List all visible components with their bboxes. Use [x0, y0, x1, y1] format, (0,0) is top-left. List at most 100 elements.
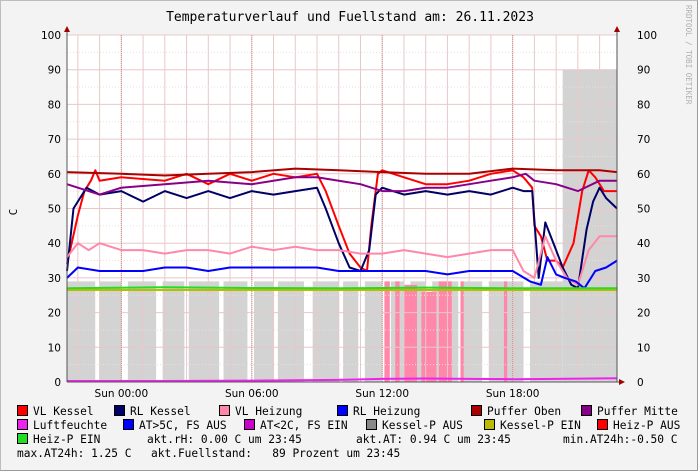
y-tick-label-right: 30 — [637, 273, 650, 285]
legend-label: Kessel-P AUS — [382, 419, 463, 432]
series-line — [66, 167, 618, 177]
y-axis-label: C — [7, 209, 20, 216]
axes — [64, 26, 625, 385]
x-axis-arrow — [619, 379, 625, 385]
fill-bar — [384, 281, 390, 382]
legend-label: RL Kessel — [130, 405, 191, 418]
x-tick-label: Sun 06:00 — [225, 388, 279, 400]
fill-bar — [127, 281, 157, 382]
legend-swatch — [123, 419, 134, 430]
fill-bar — [277, 281, 304, 382]
legend-label: AT>5C, FS AUS — [139, 419, 227, 432]
legend-swatch — [471, 405, 482, 416]
legend-label: Heiz-P AUS — [613, 419, 681, 432]
series-line — [66, 286, 617, 290]
legend-item: Puffer Mitte — [581, 405, 678, 419]
series-line — [67, 377, 618, 382]
legend-item: Luftfeuchte — [17, 419, 107, 433]
legend-swatch — [219, 405, 230, 416]
info-akt-rh: akt.rH: 0.00 C um 23:45 — [147, 433, 302, 446]
tick-labels: 0 10 20 30 40 50 60 70 80 90 100 0 10 20 30 40 50 60 70 80 9… — [41, 30, 657, 400]
legend-label: RL Heizung — [353, 405, 421, 418]
y-tick-label: 40 — [48, 238, 61, 250]
legend-swatch — [114, 405, 125, 416]
legend-item: RL Heizung — [337, 405, 420, 419]
legend-swatch — [17, 419, 28, 430]
fill-bar — [460, 281, 464, 382]
y-tick-label: 10 — [48, 342, 61, 354]
fill-bar — [462, 281, 483, 382]
fill-bar — [364, 281, 383, 382]
series-lines — [66, 167, 618, 382]
legend-swatch — [337, 405, 348, 416]
x-tick-label: Sun 12:00 — [355, 388, 409, 400]
y-tick-label: 0 — [54, 377, 61, 389]
y-tick-label-right: 60 — [637, 169, 650, 181]
y-tick-label: 80 — [48, 99, 61, 111]
legend-item: Puffer Oben — [471, 405, 561, 419]
legend-label: VL Heizung — [235, 405, 303, 418]
legend-label: Puffer Mitte — [597, 405, 678, 418]
legend-row-1: VL Kessel RL Kessel VL Heizung RL Heizun… — [0, 405, 698, 419]
y-tick-label: 50 — [48, 204, 61, 216]
legend-item: VL Kessel — [17, 405, 94, 419]
y-axis-arrow-right — [614, 26, 620, 32]
legend-item: AT>5C, FS AUS — [123, 419, 227, 433]
fill-bar — [403, 284, 417, 382]
y-tick-label-right: 20 — [637, 308, 650, 320]
legend-swatch — [484, 419, 495, 430]
info-max-at: max.AT24h: 1.25 C — [17, 447, 132, 460]
y-tick-label-right: 0 — [637, 377, 644, 389]
info-akt-at: akt.AT: 0.94 C um 23:45 — [356, 433, 511, 446]
y-tick-label: 100 — [41, 30, 61, 42]
x-tick-label: Sun 18:00 — [486, 388, 540, 400]
y-tick-label: 70 — [48, 134, 61, 146]
fill-bar — [188, 281, 220, 382]
fill-bar — [223, 281, 248, 382]
fill-bar — [253, 281, 274, 382]
y-tick-label: 90 — [48, 65, 61, 77]
fill-bar — [343, 281, 359, 382]
y-tick-label: 30 — [48, 273, 61, 285]
y-axis-arrow-left — [64, 26, 70, 32]
legend-label: Puffer Oben — [487, 405, 562, 418]
watermark: RRDTOOL / TOBI OETIKER — [684, 5, 693, 105]
legend-item: Kessel-P EIN — [484, 419, 581, 433]
legend-item: Heiz-P EIN — [17, 433, 100, 447]
legend-item: VL Heizung — [219, 405, 302, 419]
legend-swatch — [17, 433, 28, 444]
legend-row-2: Luftfeuchte AT>5C, FS AUS AT<2C, FS EIN … — [0, 419, 698, 433]
y-tick-label-right: 10 — [637, 342, 650, 354]
legend-row-3: Heiz-P EIN akt.rH: 0.00 C um 23:45 akt.A… — [0, 433, 698, 447]
legend-item: Kessel-P AUS — [366, 419, 463, 433]
y-tick-label-right: 90 — [637, 65, 650, 77]
series-line — [66, 172, 617, 196]
y-tick-label-right: 100 — [637, 30, 657, 42]
legend-item: RL Kessel — [114, 405, 191, 419]
fill-bar — [503, 281, 508, 382]
chart-svg: Temperaturverlauf und Fuellstand am: 26.… — [7, 5, 693, 400]
y-tick-label-right: 50 — [637, 204, 650, 216]
fill-bar — [438, 281, 452, 382]
legend-item: Heiz-P AUS — [597, 419, 680, 433]
legend-swatch — [17, 405, 28, 416]
fill-bar — [395, 281, 400, 382]
y-tick-label-right: 70 — [637, 134, 650, 146]
info-fuellstand: akt.Fuellstand: 89 Prozent um 23:45 — [151, 447, 401, 460]
series-line — [66, 235, 617, 286]
legend-swatch — [366, 419, 377, 430]
y-tick-label-right: 40 — [637, 238, 650, 250]
legend-row-4: max.AT24h: 1.25 C akt.Fuellstand: 89 Pro… — [0, 447, 698, 461]
legend-swatch — [597, 419, 608, 430]
series-line — [66, 186, 618, 290]
y-tick-label: 20 — [48, 308, 61, 320]
fill-bar — [421, 291, 437, 382]
y-tick-label-right: 80 — [637, 99, 650, 111]
legend-label: AT<2C, FS EIN — [260, 419, 348, 432]
legend-item: AT<2C, FS EIN — [244, 419, 348, 433]
info-min-at: min.AT24h:-0.50 C — [563, 433, 678, 446]
fill-bar — [67, 281, 96, 382]
legend-label: Kessel-P EIN — [500, 419, 581, 432]
x-tick-label: Sun 00:00 — [95, 388, 149, 400]
fill-bar — [530, 281, 563, 382]
